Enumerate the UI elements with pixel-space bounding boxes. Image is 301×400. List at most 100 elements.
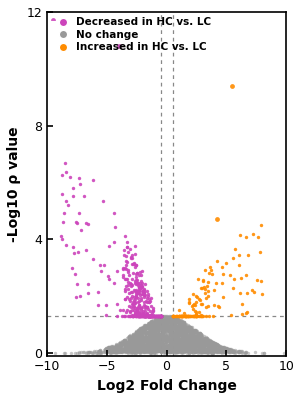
- Point: [175, 335, 179, 342]
- Point: [165, 338, 169, 345]
- Point: [172, 340, 177, 346]
- Point: [183, 321, 188, 327]
- Point: [90, 256, 95, 262]
- Point: [145, 324, 150, 331]
- Point: [138, 292, 142, 298]
- Point: [156, 330, 160, 337]
- Point: [224, 348, 228, 355]
- Point: [104, 302, 109, 308]
- Point: [129, 276, 134, 282]
- Point: [144, 344, 149, 351]
- Point: [125, 338, 130, 344]
- Point: [124, 342, 129, 348]
- Point: [198, 334, 203, 340]
- Point: [154, 324, 159, 331]
- Point: [147, 335, 152, 341]
- Point: [166, 334, 171, 340]
- Point: [133, 270, 138, 277]
- Point: [138, 342, 143, 349]
- Point: [130, 342, 135, 348]
- Point: [151, 332, 156, 339]
- Point: [135, 334, 140, 340]
- Point: [180, 322, 185, 328]
- Point: [193, 338, 197, 344]
- Point: [192, 328, 197, 335]
- Point: [144, 347, 149, 354]
- Point: [119, 344, 123, 351]
- Point: [75, 220, 79, 226]
- Point: [148, 330, 153, 336]
- Point: [219, 264, 224, 270]
- Point: [195, 334, 200, 341]
- Point: [78, 292, 83, 299]
- Point: [143, 313, 148, 319]
- Point: [136, 285, 141, 291]
- Point: [158, 313, 163, 319]
- Point: [155, 327, 160, 334]
- Point: [145, 313, 150, 319]
- Point: [159, 338, 164, 345]
- Point: [205, 335, 209, 342]
- Point: [174, 313, 178, 319]
- Point: [167, 324, 172, 330]
- Point: [167, 320, 172, 326]
- Point: [178, 328, 182, 334]
- Point: [236, 349, 241, 355]
- Point: [190, 341, 195, 348]
- Point: [173, 332, 178, 338]
- Point: [128, 339, 133, 345]
- Point: [199, 301, 204, 307]
- Point: [148, 318, 153, 325]
- Point: [157, 333, 162, 339]
- Point: [143, 327, 147, 333]
- Point: [113, 348, 117, 355]
- Point: [174, 338, 179, 344]
- Point: [195, 313, 200, 319]
- Point: [198, 332, 203, 338]
- Point: [106, 345, 111, 351]
- Point: [143, 313, 148, 319]
- Point: [177, 322, 182, 329]
- Point: [139, 313, 144, 319]
- Point: [149, 320, 154, 326]
- Point: [92, 348, 96, 354]
- Point: [169, 339, 174, 346]
- Point: [163, 315, 168, 321]
- Point: [199, 331, 204, 337]
- Point: [59, 233, 64, 239]
- Point: [154, 338, 159, 345]
- Point: [159, 329, 164, 336]
- Point: [115, 349, 120, 355]
- Point: [169, 329, 174, 336]
- Point: [151, 318, 156, 325]
- Point: [171, 328, 176, 334]
- Point: [198, 313, 203, 319]
- Point: [172, 348, 176, 354]
- Point: [127, 338, 132, 345]
- Point: [143, 313, 147, 319]
- Point: [149, 334, 154, 340]
- Point: [124, 276, 129, 282]
- Point: [211, 349, 216, 355]
- Point: [126, 334, 131, 340]
- Point: [154, 347, 159, 354]
- Point: [184, 348, 189, 354]
- Point: [159, 335, 164, 342]
- Point: [137, 284, 142, 290]
- Point: [164, 344, 169, 350]
- Point: [154, 338, 158, 344]
- Point: [215, 346, 220, 352]
- Point: [84, 247, 89, 254]
- Point: [160, 327, 165, 334]
- Point: [191, 341, 196, 347]
- Point: [131, 336, 136, 342]
- Point: [194, 313, 199, 319]
- Point: [160, 343, 165, 350]
- Point: [153, 313, 158, 319]
- Point: [147, 323, 152, 330]
- Point: [135, 310, 139, 316]
- Point: [197, 349, 202, 355]
- Point: [174, 334, 178, 340]
- Point: [126, 341, 131, 348]
- Point: [116, 343, 120, 350]
